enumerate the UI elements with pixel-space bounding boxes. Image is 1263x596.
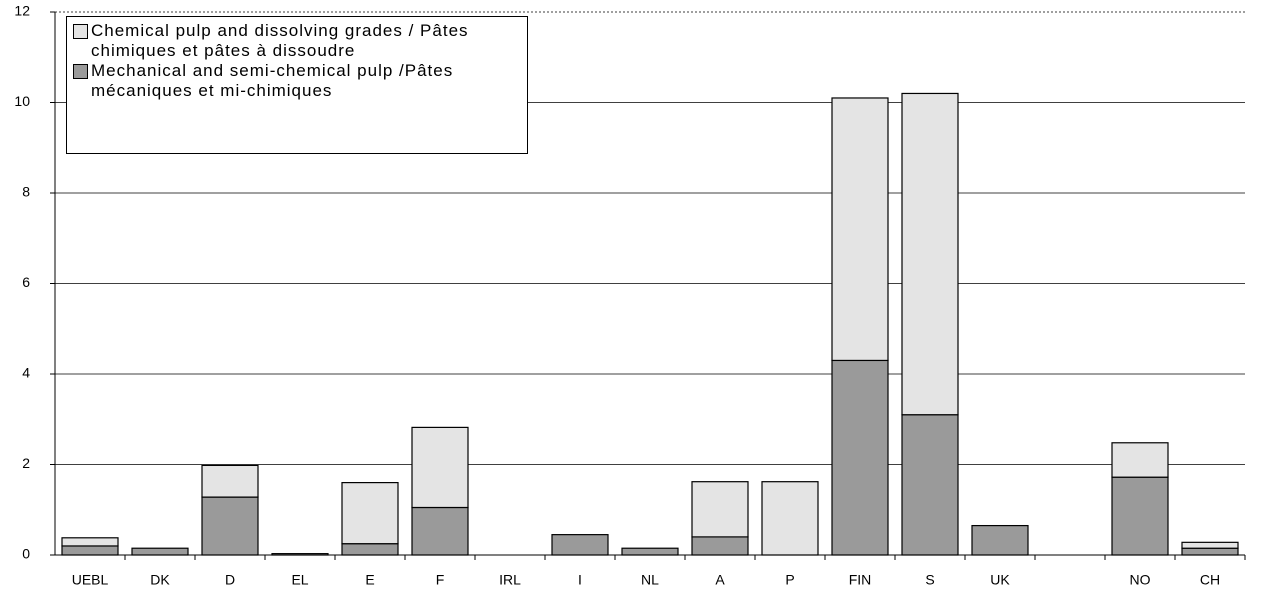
bar-segment bbox=[691, 536, 749, 556]
bar-segment bbox=[341, 543, 399, 556]
bar-segment bbox=[201, 464, 259, 498]
legend-swatch bbox=[73, 24, 88, 39]
x-tick-label: D bbox=[225, 572, 235, 588]
bar-segment bbox=[131, 547, 189, 556]
bar-segment bbox=[831, 97, 889, 362]
y-tick-label: 0 bbox=[22, 546, 30, 562]
bar-segment bbox=[61, 545, 119, 556]
y-tick-label: 10 bbox=[14, 93, 30, 109]
x-tick-label: FIN bbox=[849, 572, 872, 588]
bar-segment bbox=[901, 92, 959, 416]
x-tick-label: IRL bbox=[499, 572, 521, 588]
bar-segment bbox=[621, 547, 679, 556]
y-tick-label: 4 bbox=[22, 365, 30, 381]
x-tick-label: DK bbox=[150, 572, 170, 588]
bar-segment bbox=[691, 481, 749, 538]
x-tick-label: CH bbox=[1200, 572, 1220, 588]
bar-segment bbox=[551, 534, 609, 556]
bar-segment bbox=[831, 359, 889, 556]
bar-segment bbox=[341, 482, 399, 545]
bar-segment bbox=[1181, 547, 1239, 556]
legend-entry: Mechanical and semi-chemical pulp /Pâtes… bbox=[73, 61, 521, 101]
y-tick-label: 8 bbox=[22, 184, 30, 200]
y-tick-label: 6 bbox=[22, 274, 30, 290]
bar-segment bbox=[411, 426, 469, 509]
x-tick-label: F bbox=[436, 572, 445, 588]
legend-label: Mechanical and semi-chemical pulp /Pâtes… bbox=[91, 61, 454, 100]
x-tick-label: UK bbox=[990, 572, 1010, 588]
x-tick-label: NL bbox=[641, 572, 659, 588]
bar-segment bbox=[1111, 476, 1169, 556]
y-tick-label: 12 bbox=[14, 3, 30, 19]
x-tick-label: A bbox=[715, 572, 725, 588]
x-tick-label: I bbox=[578, 572, 582, 588]
bar-segment bbox=[761, 481, 819, 556]
bar-segment bbox=[901, 414, 959, 556]
legend-entry: Chemical pulp and dissolving grades / Pâ… bbox=[73, 21, 521, 61]
y-tick-label: 2 bbox=[22, 455, 30, 471]
bar-segment bbox=[1181, 541, 1239, 549]
bar-segment bbox=[271, 553, 329, 556]
legend-swatch bbox=[73, 64, 88, 79]
x-tick-label: S bbox=[925, 572, 934, 588]
x-tick-label: UEBL bbox=[72, 572, 109, 588]
bar-segment bbox=[411, 506, 469, 556]
bar-segment bbox=[971, 524, 1029, 556]
bar-segment bbox=[1111, 442, 1169, 478]
x-tick-label: NO bbox=[1130, 572, 1151, 588]
x-tick-label: E bbox=[365, 572, 374, 588]
legend: Chemical pulp and dissolving grades / Pâ… bbox=[66, 16, 528, 154]
x-tick-label: EL bbox=[291, 572, 308, 588]
bar-segment bbox=[201, 496, 259, 556]
legend-label: Chemical pulp and dissolving grades / Pâ… bbox=[91, 21, 469, 60]
bar-segment bbox=[61, 537, 119, 547]
x-tick-label: P bbox=[785, 572, 794, 588]
